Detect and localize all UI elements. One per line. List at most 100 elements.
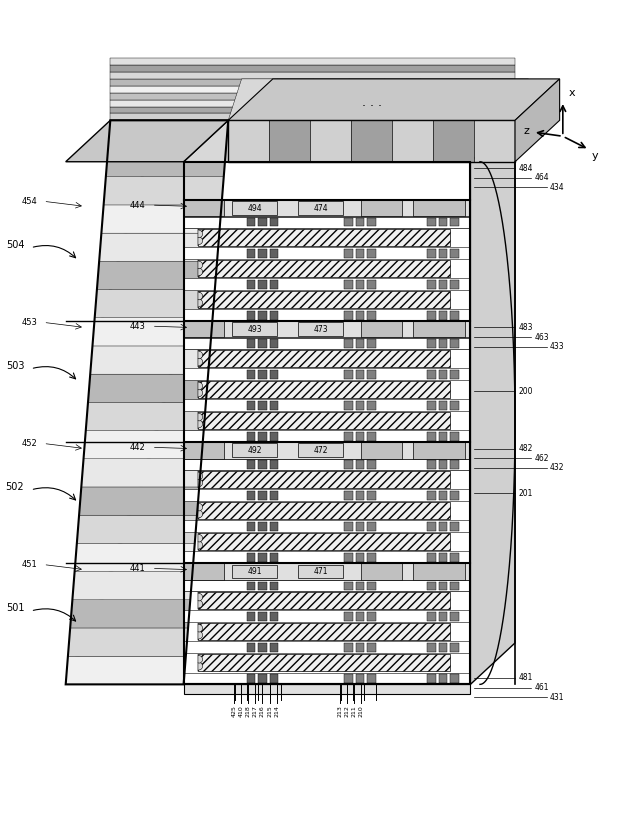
Bar (356, 522, 364, 531)
Polygon shape (88, 397, 184, 423)
Bar (356, 370, 364, 379)
Bar (344, 581, 353, 590)
Bar (246, 674, 255, 683)
Text: 433: 433 (550, 342, 564, 351)
Polygon shape (86, 423, 184, 449)
Bar (428, 280, 436, 289)
Polygon shape (72, 580, 184, 606)
Bar (356, 674, 364, 683)
Bar (344, 249, 353, 258)
Polygon shape (198, 600, 203, 609)
Text: 218: 218 (246, 705, 251, 716)
Bar (413, 442, 465, 458)
Polygon shape (79, 501, 184, 528)
Bar (184, 200, 470, 217)
Bar (367, 522, 376, 531)
Bar (246, 311, 255, 320)
Bar (356, 218, 364, 227)
Bar (184, 490, 470, 501)
Text: 213: 213 (337, 705, 342, 717)
Polygon shape (300, 79, 349, 120)
Bar (184, 338, 470, 349)
Bar (269, 280, 278, 289)
Text: 211: 211 (352, 705, 356, 716)
Polygon shape (106, 149, 226, 177)
Bar (269, 311, 278, 320)
Bar (258, 218, 267, 227)
Bar (428, 339, 436, 347)
Bar (258, 553, 267, 562)
Bar (367, 370, 376, 379)
Bar (344, 311, 353, 320)
Bar (356, 643, 364, 653)
Bar (356, 461, 364, 469)
Bar (198, 412, 451, 429)
Text: 210: 210 (359, 705, 364, 716)
Bar (344, 643, 353, 653)
Polygon shape (84, 449, 184, 476)
Text: 201: 201 (518, 489, 532, 498)
Bar (310, 120, 351, 162)
Polygon shape (101, 205, 221, 233)
Bar (451, 553, 459, 562)
Polygon shape (228, 79, 278, 120)
Polygon shape (198, 350, 203, 359)
Bar (258, 581, 267, 590)
Bar (428, 643, 436, 653)
Bar (356, 553, 364, 562)
Bar (367, 612, 376, 621)
Polygon shape (198, 471, 203, 480)
Text: x: x (569, 88, 576, 98)
Polygon shape (66, 656, 186, 685)
Polygon shape (198, 291, 203, 300)
Bar (428, 433, 436, 441)
Text: 434: 434 (550, 183, 564, 192)
Bar (184, 552, 470, 563)
Polygon shape (66, 120, 228, 162)
Bar (269, 674, 278, 683)
Bar (356, 612, 364, 621)
Bar (269, 120, 310, 162)
Bar (269, 553, 278, 562)
Text: 491: 491 (247, 567, 262, 576)
Bar (258, 311, 267, 320)
Bar (184, 200, 224, 217)
Text: 472: 472 (314, 446, 328, 455)
Text: 444: 444 (130, 201, 145, 209)
Bar (451, 612, 459, 621)
Bar (184, 685, 470, 694)
Polygon shape (81, 476, 184, 501)
Polygon shape (66, 658, 184, 685)
Polygon shape (198, 237, 203, 246)
Bar (246, 553, 255, 562)
Polygon shape (198, 631, 203, 640)
Bar (184, 442, 470, 458)
Bar (198, 471, 451, 488)
Bar (451, 249, 459, 258)
Bar (246, 280, 255, 289)
Polygon shape (95, 289, 215, 318)
Bar (367, 339, 376, 347)
Bar (232, 323, 277, 336)
Bar (344, 280, 353, 289)
Text: 432: 432 (550, 463, 564, 472)
Bar (344, 401, 353, 410)
Bar (344, 553, 353, 562)
Bar (258, 339, 267, 347)
Bar (269, 522, 278, 531)
Bar (439, 311, 447, 320)
Bar (258, 643, 267, 653)
Text: 441: 441 (130, 564, 145, 573)
Bar (428, 461, 436, 469)
Bar (198, 623, 451, 640)
Bar (246, 491, 255, 500)
Bar (184, 672, 470, 685)
Bar (184, 442, 224, 458)
Text: 443: 443 (129, 322, 145, 331)
Polygon shape (198, 533, 203, 542)
Bar (439, 491, 447, 500)
Bar (428, 612, 436, 621)
Polygon shape (86, 403, 206, 431)
Bar (198, 291, 451, 308)
Polygon shape (198, 654, 203, 663)
